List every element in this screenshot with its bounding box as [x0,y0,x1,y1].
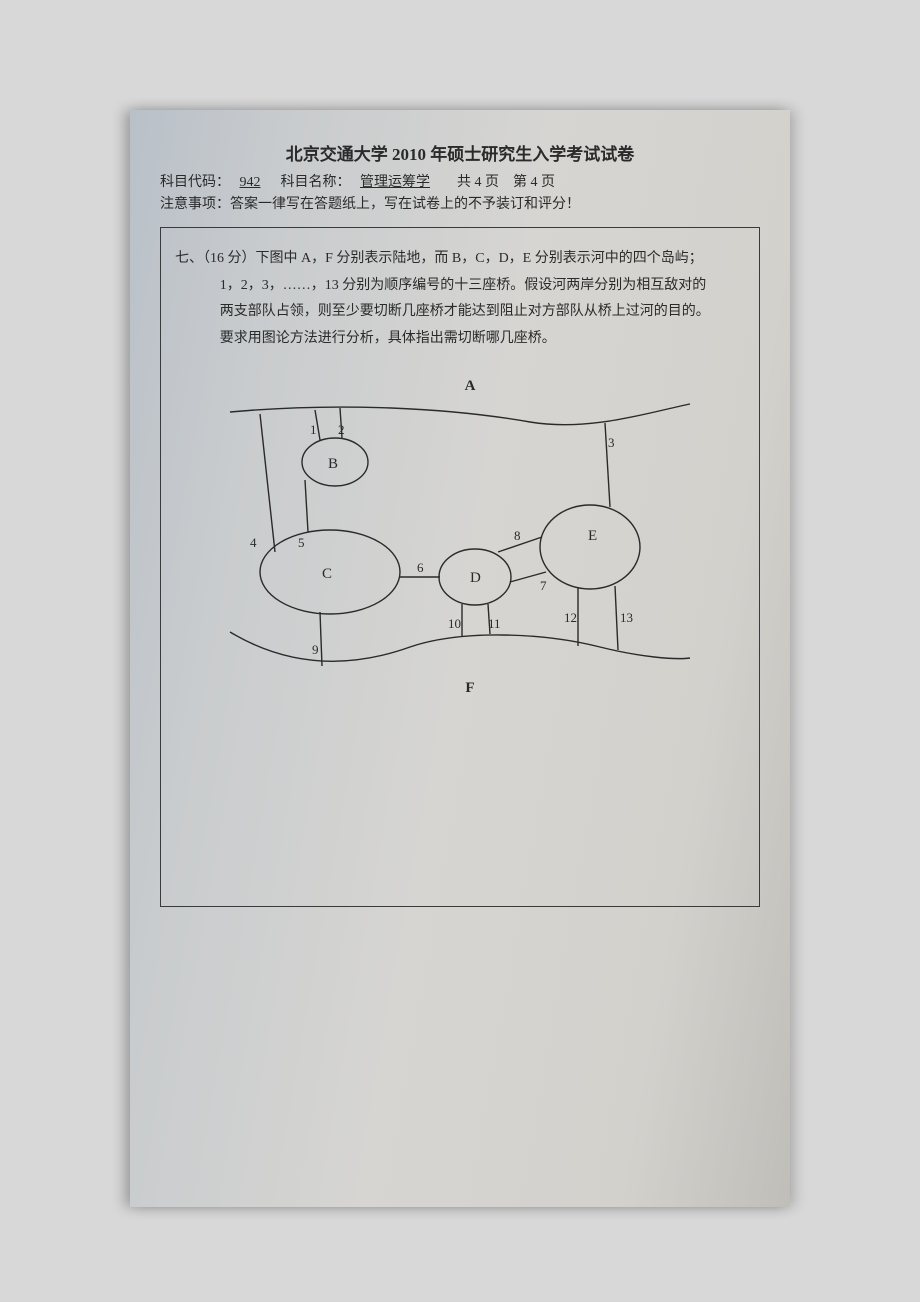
svg-text:13: 13 [620,610,633,625]
code-label: 科目代码： [160,175,230,190]
q-line3: 两支部队占领，则至少要切断几座桥才能达到阻止对方部队从桥上过河的目的。 [175,299,745,326]
svg-text:5: 5 [298,535,305,550]
svg-text:8: 8 [514,528,521,543]
diagram-container: 12345678910111213AFBCDE [175,372,745,712]
question-head: 七、（16 分）下图中 A，F 分别表示陆地，而 B，C，D，E 分别表示河中的… [175,246,745,273]
name-value: 管理运筹学 [354,175,436,190]
code-value: 942 [234,175,267,190]
svg-text:D: D [470,570,481,586]
q-line2: 1，2，3，……，13 分别为顺序编号的十三座桥。假设河两岸分别为相互敌对的 [175,273,745,300]
content-frame: 七、（16 分）下图中 A，F 分别表示陆地，而 B，C，D，E 分别表示河中的… [160,227,760,907]
svg-text:1: 1 [310,422,317,437]
svg-text:4: 4 [250,535,257,550]
svg-text:9: 9 [312,642,319,657]
exam-page: 北京交通大学 2010 年硕士研究生入学考试试卷 科目代码： 942 科目名称：… [130,110,790,1207]
notice-line: 注意事项：答案一律写在答题纸上，写在试卷上的不予装订和评分！ [160,193,760,213]
svg-text:2: 2 [338,422,345,437]
notice-label: 注意事项： [160,197,230,212]
svg-text:11: 11 [488,616,501,631]
svg-text:6: 6 [417,560,424,575]
q-line1: 下图中 A，F 分别表示陆地，而 B，C，D，E 分别表示河中的四个岛屿； [256,251,703,266]
svg-text:C: C [322,566,332,582]
svg-text:10: 10 [448,616,461,631]
page-title: 北京交通大学 2010 年硕士研究生入学考试试卷 [160,140,760,165]
meta-line: 科目代码： 942 科目名称： 管理运筹学 共 4 页 第 4 页 [160,171,760,191]
bridges-diagram: 12345678910111213AFBCDE [220,372,700,712]
svg-text:F: F [465,680,474,696]
svg-text:B: B [328,456,338,472]
notice-text: 答案一律写在答题纸上，写在试卷上的不予装订和评分！ [230,197,580,212]
svg-text:7: 7 [540,578,547,593]
name-label: 科目名称： [281,175,351,190]
svg-text:A: A [465,378,476,394]
svg-text:12: 12 [564,610,577,625]
page-count: 共 4 页 第 4 页 [457,175,555,190]
svg-text:E: E [588,528,597,544]
q-line4: 要求用图论方法进行分析，具体指出需切断哪几座桥。 [175,326,745,353]
q-points: （16 分） [203,251,256,266]
q-number: 七、 [175,251,203,266]
svg-text:3: 3 [608,435,615,450]
